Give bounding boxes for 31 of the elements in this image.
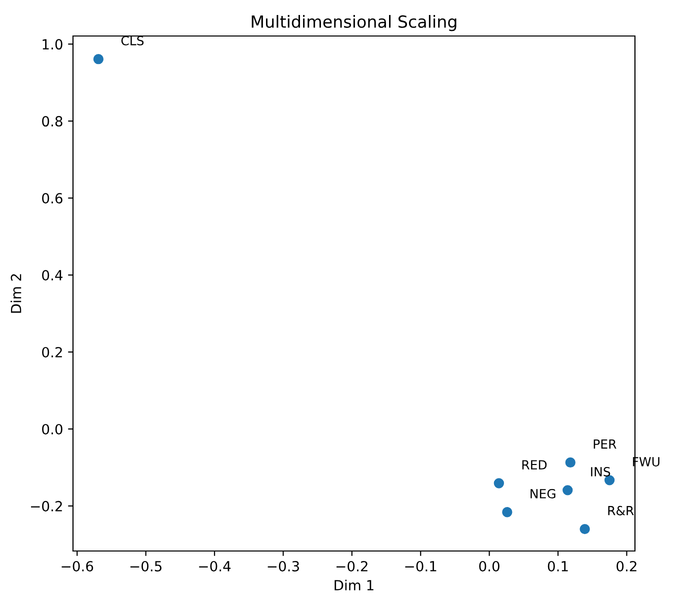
point bbox=[580, 524, 590, 534]
annotation: NEG bbox=[530, 488, 556, 498]
annotation: INS bbox=[591, 467, 610, 476]
point bbox=[93, 54, 104, 64]
annotation: RED bbox=[522, 460, 547, 470]
point bbox=[604, 475, 615, 486]
point bbox=[565, 457, 576, 468]
x-tick-label: −0.4 bbox=[199, 560, 231, 572]
annotation: R&R bbox=[608, 506, 634, 516]
y-tick-label: 0.6 bbox=[42, 193, 62, 204]
x-tick-label: −0.3 bbox=[268, 560, 299, 572]
x-tick-label: 0.1 bbox=[548, 560, 568, 572]
point bbox=[494, 478, 504, 488]
annotation: PER bbox=[594, 439, 616, 449]
point bbox=[502, 507, 512, 518]
x-tick-label: 0.2 bbox=[616, 560, 636, 572]
x-tick-label: −0.6 bbox=[62, 560, 94, 572]
x-tick-label: −0.5 bbox=[130, 560, 162, 572]
x-tick-label: −0.2 bbox=[336, 560, 368, 572]
x-axis-title: Dim 1 bbox=[334, 580, 374, 590]
x-tick-label: 0.0 bbox=[479, 560, 500, 572]
y-tick-label: −0.2 bbox=[31, 500, 62, 512]
y-tick-label: 1.0 bbox=[42, 39, 62, 50]
y-axis-title: Dim 2 bbox=[10, 274, 22, 313]
chart-title: Multidimensional Scaling bbox=[252, 15, 456, 32]
y-tick-label: 0.4 bbox=[42, 270, 62, 280]
y-tick-label: 0.8 bbox=[42, 116, 62, 127]
y-tick-label: 0.2 bbox=[42, 346, 62, 358]
x-tick-label: −0.1 bbox=[405, 560, 436, 572]
point bbox=[562, 485, 573, 496]
y-tick-label: 0.0 bbox=[42, 424, 62, 434]
